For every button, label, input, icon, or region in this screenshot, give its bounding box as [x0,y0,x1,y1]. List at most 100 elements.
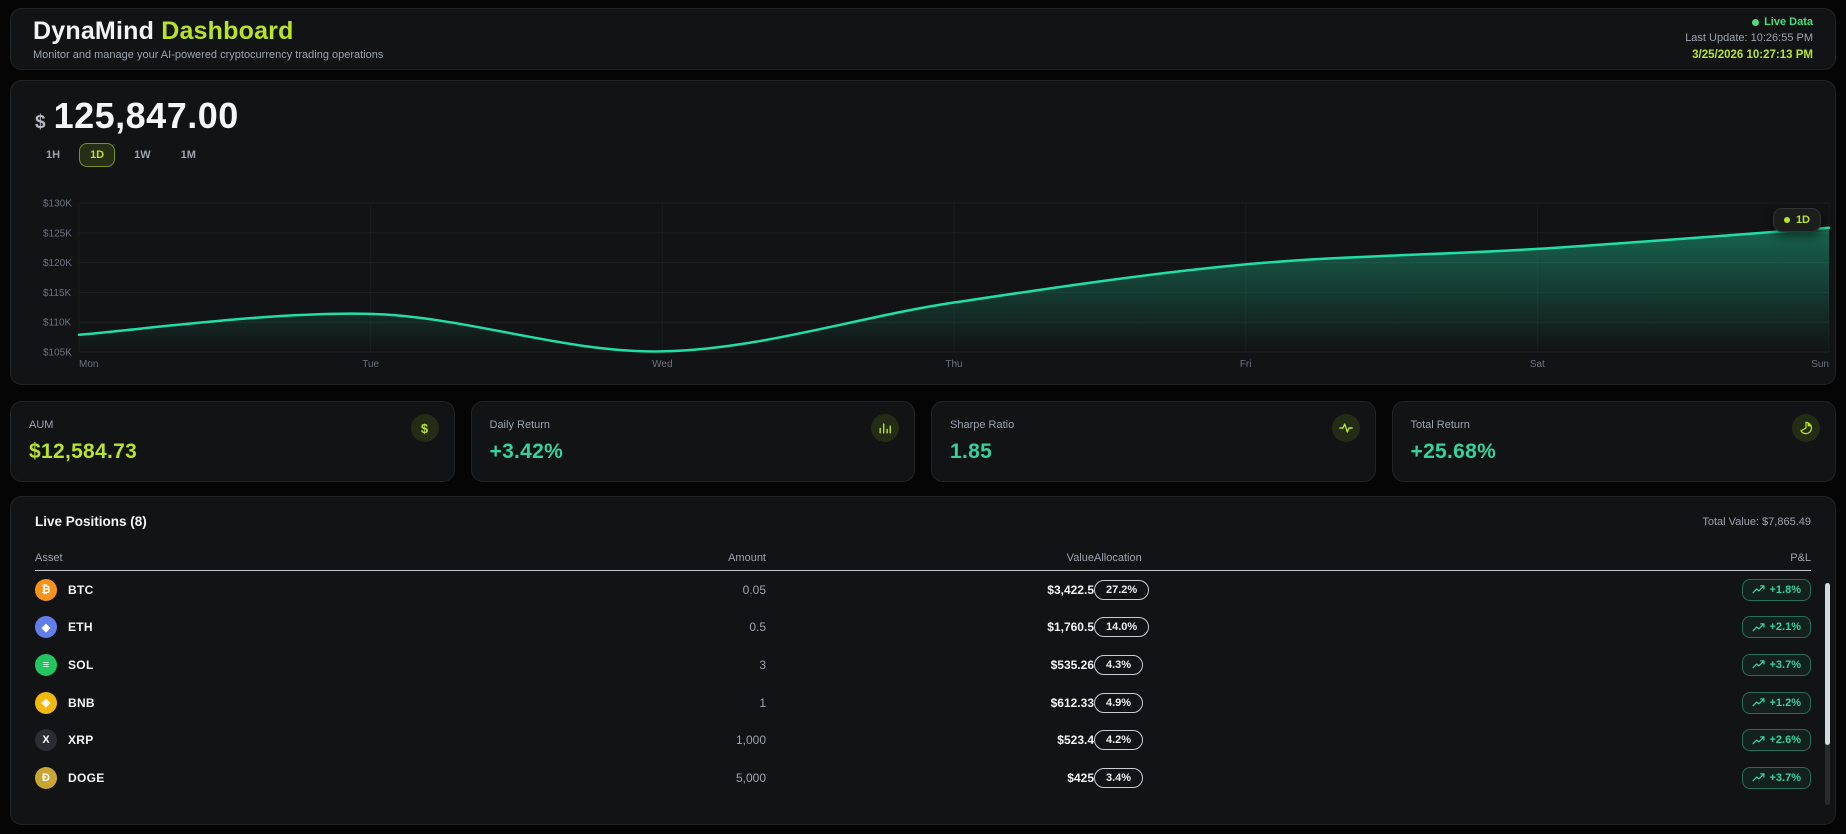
stat-value: 1.85 [950,440,993,463]
y-tick-label: $130K [43,199,72,210]
allocation-cell: 4.3% [1094,654,1514,675]
table-row-bnb: ◈ BNB 1 $612.33 4.9% +1.2% [35,684,1811,722]
asset-symbol: BTC [68,582,94,597]
pnl-value: +1.2% [1769,696,1802,709]
x-tick-label: Sun [1811,359,1829,370]
trending-up-icon [1751,698,1765,707]
activity-icon [1331,414,1360,442]
pnl-cell: +3.7% [1514,653,1811,676]
amount-cell: 3 [759,657,766,672]
y-tick-label: $120K [43,258,72,269]
currency-symbol: $ [35,112,46,133]
portfolio-card: $ 125,847.00 1H 1D 1W 1M $105K $110K $115K $12… [10,80,1836,385]
amount-cell: 0.05 [742,582,766,597]
x-tick-label: Fri [1240,359,1252,370]
column-header-value: Value [1066,551,1094,564]
app-subtitle: Monitor and manage your AI-powered crypt… [33,49,384,61]
pnl-cell: +1.2% [1514,691,1811,714]
stat-label: Sharpe Ratio [950,419,1015,431]
bar-chart-icon [871,414,899,442]
asset-cell: ≡ SOL [35,653,555,676]
stats-row: AUM $12,584.73 $ Daily Return +3.42% Sharpe R… [10,401,1836,482]
stat-value: +25.68% [1410,440,1497,463]
range-button-1w[interactable]: 1W [123,143,162,167]
allocation-cell: 27.2% [1094,579,1514,600]
x-tick-label: Tue [362,359,379,370]
live-data-badge: Live Data [1685,14,1813,31]
allocation-pill: 4.2% [1094,730,1144,751]
table-scrollbar-track[interactable] [1825,583,1830,805]
stat-label: Daily Return [489,419,551,431]
stat-value: $12,584.73 [29,440,138,463]
portfolio-value: 125,847.00 [53,95,239,136]
btc-coin-icon: ₿ [35,578,57,601]
x-tick-label: Thu [945,359,962,370]
trending-up-icon [1751,623,1765,632]
amount-cell: 1 [759,695,766,710]
pnl-badge: +2.6% [1741,729,1811,752]
pnl-badge: +1.8% [1741,578,1811,601]
range-buttons: 1H 1D 1W 1M [35,143,1811,167]
allocation-pill: 4.3% [1094,654,1144,675]
y-tick-label: $125K [43,228,72,239]
asset-symbol: SOL [68,657,94,672]
badge-dot-icon [1783,216,1790,223]
pnl-badge: +1.2% [1741,691,1811,714]
pie-chart-icon [1792,414,1820,442]
asset-cell: Ð DOGE [35,766,555,789]
live-dot-icon [1752,18,1760,26]
column-header-amount: Amount [728,551,766,564]
pnl-cell: +3.7% [1514,766,1811,789]
stat-value: +3.42% [489,440,564,463]
brand-accent: Dashboard [161,17,294,45]
table-row-eth: ◆ ETH 0.5 $1,760.5 14.0% +2.1% [35,609,1811,647]
asset-cell: ◈ BNB [35,691,555,714]
pnl-badge: +3.7% [1741,766,1811,789]
range-button-1m[interactable]: 1M [170,143,207,167]
header-card: DynaMind Dashboard Monitor and manage yo… [10,8,1836,70]
table-body: ₿ BTC 0.05 $3,422.5 27.2% +1.8% ◆ ETH 0.5 $1,760.… [35,571,1811,797]
table-row-sol: ≡ SOL 3 $535.26 4.3% +3.7% [35,646,1811,684]
table-scrollbar-thumb[interactable] [1825,583,1830,745]
stat-label: AUM [29,419,54,431]
live-data-label: Live Data [1764,15,1813,28]
chart-line [77,226,1831,353]
amount-cell: 0.5 [749,620,766,635]
stat-card-daily-return: Daily Return +3.42% [470,401,915,482]
bnb-coin-icon: ◈ [35,691,57,714]
asset-symbol: BNB [68,695,95,710]
last-update-text: Last Update: 10:26:55 PM [1685,32,1813,45]
trending-up-icon [1751,773,1765,782]
y-tick-label: $105K [43,348,72,359]
column-header-asset: Asset [35,551,63,564]
app-title: DynaMind Dashboard [33,17,383,46]
allocation-cell: 4.9% [1094,692,1514,713]
allocation-cell: 4.2% [1094,730,1514,751]
pnl-value: +2.1% [1769,621,1802,634]
allocation-pill: 4.9% [1094,692,1144,713]
chart-area [79,227,1829,352]
positions-head: Live Positions (8) Total Value: $7,865.4… [35,514,1811,529]
trending-up-icon [1751,660,1765,669]
x-tick-label: Wed [652,359,672,370]
asset-cell: ◆ ETH [35,616,555,639]
dollar-icon: $ [410,414,439,442]
x-tick-label: Mon [79,359,98,370]
chart-period-badge: 1D [1772,207,1821,232]
value-cell: $425 [1067,770,1094,785]
table-header: Asset Amount Value Allocation P&L [35,545,1811,571]
xrp-coin-icon: X [35,729,57,752]
badge-label: 1D [1795,213,1810,226]
x-tick-label: Sat [1530,359,1545,370]
header-right: Live Data Last Update: 10:26:55 PM 3/25/… [1685,14,1813,64]
doge-coin-icon: Ð [35,766,57,789]
value-cell: $523.4 [1057,733,1094,748]
table-row-xrp: X XRP 1,000 $523.4 4.2% +2.6% [35,721,1811,759]
range-button-1d[interactable]: 1D [79,143,116,167]
pnl-cell: +2.1% [1514,616,1811,639]
range-button-1h[interactable]: 1H [35,143,71,167]
eth-coin-icon: ◆ [35,616,57,639]
allocation-cell: 14.0% [1094,617,1514,638]
trending-up-icon [1751,585,1765,594]
stat-card-total-return: Total Return +25.68% [1391,401,1836,482]
